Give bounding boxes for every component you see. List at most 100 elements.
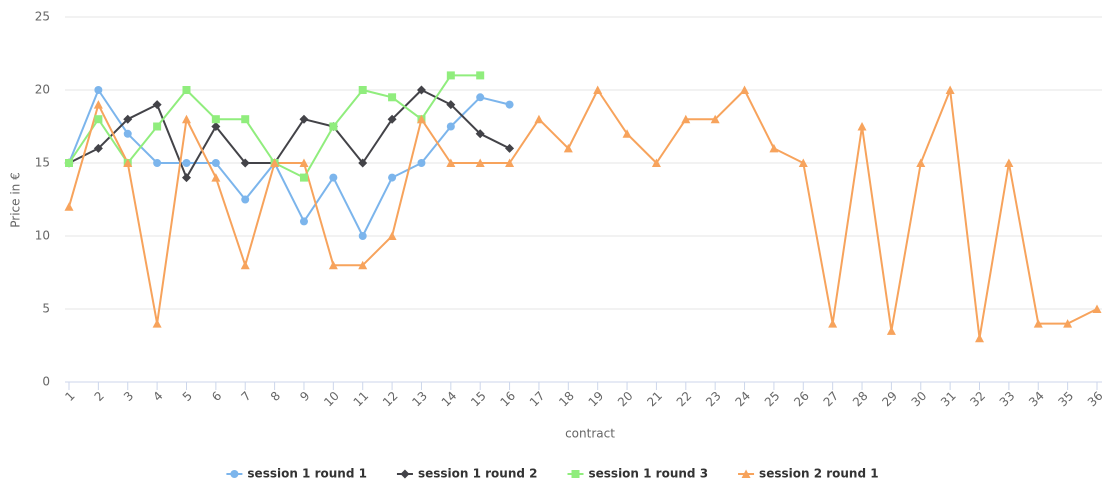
series-line <box>68 89 511 179</box>
marker <box>475 158 485 167</box>
marker <box>94 86 103 94</box>
marker <box>241 115 250 124</box>
legend-text: session 1 round 1 <box>247 467 367 481</box>
marker <box>211 159 220 167</box>
marker <box>446 158 456 167</box>
marker <box>945 85 955 94</box>
x-tick-label: 20 <box>615 389 636 410</box>
marker <box>886 326 896 335</box>
y-tick-label: 25 <box>35 10 50 24</box>
marker <box>476 71 485 80</box>
marker <box>563 143 573 153</box>
y-tick-label: 15 <box>35 156 50 170</box>
legend-text: session 1 round 2 <box>418 467 538 481</box>
marker <box>299 158 309 167</box>
marker <box>857 122 867 131</box>
marker <box>622 129 632 138</box>
x-tick-label: 5 <box>180 389 195 404</box>
x-tick-label: 26 <box>791 389 812 410</box>
marker <box>388 93 397 102</box>
x-tick-label: 16 <box>497 389 518 410</box>
legend-item[interactable]: session 1 round 2 <box>396 467 538 481</box>
marker <box>211 122 221 131</box>
legend-text: session 1 round 3 <box>589 467 709 481</box>
x-tick-label: 35 <box>1056 389 1077 410</box>
marker <box>181 114 191 124</box>
marker <box>358 86 367 94</box>
x-tick-label: 30 <box>909 389 930 410</box>
x-tick-label: 29 <box>879 389 900 410</box>
x-tick-label: 11 <box>351 389 372 410</box>
marker <box>153 122 162 131</box>
x-tick-label: 22 <box>674 389 695 410</box>
marker <box>152 100 162 110</box>
marker <box>123 114 133 124</box>
marker <box>593 85 603 94</box>
marker <box>505 158 515 167</box>
marker <box>798 158 808 167</box>
marker <box>64 202 74 211</box>
marker <box>240 260 250 270</box>
x-tick-label: 31 <box>938 389 959 410</box>
x-tick-label: 7 <box>239 389 254 404</box>
marker <box>505 143 515 153</box>
marker <box>741 469 751 478</box>
marker <box>270 158 280 167</box>
x-tick-label: 2 <box>92 389 107 404</box>
marker <box>299 114 309 124</box>
x-tick-label: 28 <box>850 389 871 410</box>
marker <box>1063 319 1073 328</box>
marker <box>387 114 397 124</box>
marker <box>476 93 485 102</box>
marker <box>740 85 750 94</box>
marker <box>153 159 162 167</box>
legend: session 1 round 1 session 1 round 2 sessio… <box>226 467 879 481</box>
marker <box>329 122 338 131</box>
y-tick-label: 10 <box>35 229 50 243</box>
marker <box>211 115 220 124</box>
y-tick-label: 0 <box>42 375 50 389</box>
marker <box>400 469 410 479</box>
series-line <box>68 89 1098 340</box>
marker <box>416 85 426 95</box>
marker <box>328 260 338 270</box>
marker <box>65 159 73 167</box>
series-line <box>68 89 510 237</box>
marker <box>769 143 779 153</box>
x-tick-label: 14 <box>439 389 460 410</box>
marker <box>417 159 426 167</box>
marker <box>1033 319 1043 328</box>
legend-item[interactable]: session 1 round 1 <box>226 467 367 481</box>
x-tick-label: 24 <box>732 389 753 410</box>
x-tick-label: 13 <box>409 389 430 410</box>
marker <box>681 114 691 124</box>
x-tick-label: 19 <box>586 389 607 410</box>
marker <box>1092 304 1102 313</box>
x-tick-label: 32 <box>967 389 988 410</box>
marker <box>388 173 397 182</box>
legend-item[interactable]: session 2 round 1 <box>738 467 879 481</box>
y-axis-title: Price in € <box>9 172 23 227</box>
marker <box>299 217 308 226</box>
marker <box>329 173 338 182</box>
y-tick-label: 20 <box>35 83 50 97</box>
x-tick-label: 9 <box>297 389 312 404</box>
marker <box>358 158 368 168</box>
marker <box>828 319 838 328</box>
marker <box>358 232 367 240</box>
marker <box>475 129 485 139</box>
marker <box>211 173 221 182</box>
marker <box>240 158 250 168</box>
x-axis-title: contract <box>565 427 615 441</box>
marker <box>710 114 720 124</box>
marker <box>975 333 985 343</box>
x-tick-label: 6 <box>209 389 224 404</box>
x-tick-label: 1 <box>62 389 77 404</box>
x-tick-label: 15 <box>468 389 489 410</box>
marker <box>94 115 103 124</box>
x-tick-label: 8 <box>268 389 283 404</box>
y-tick-label: 5 <box>42 302 50 316</box>
marker <box>123 158 133 167</box>
marker <box>93 143 103 153</box>
legend-item[interactable]: session 1 round 3 <box>567 467 709 481</box>
